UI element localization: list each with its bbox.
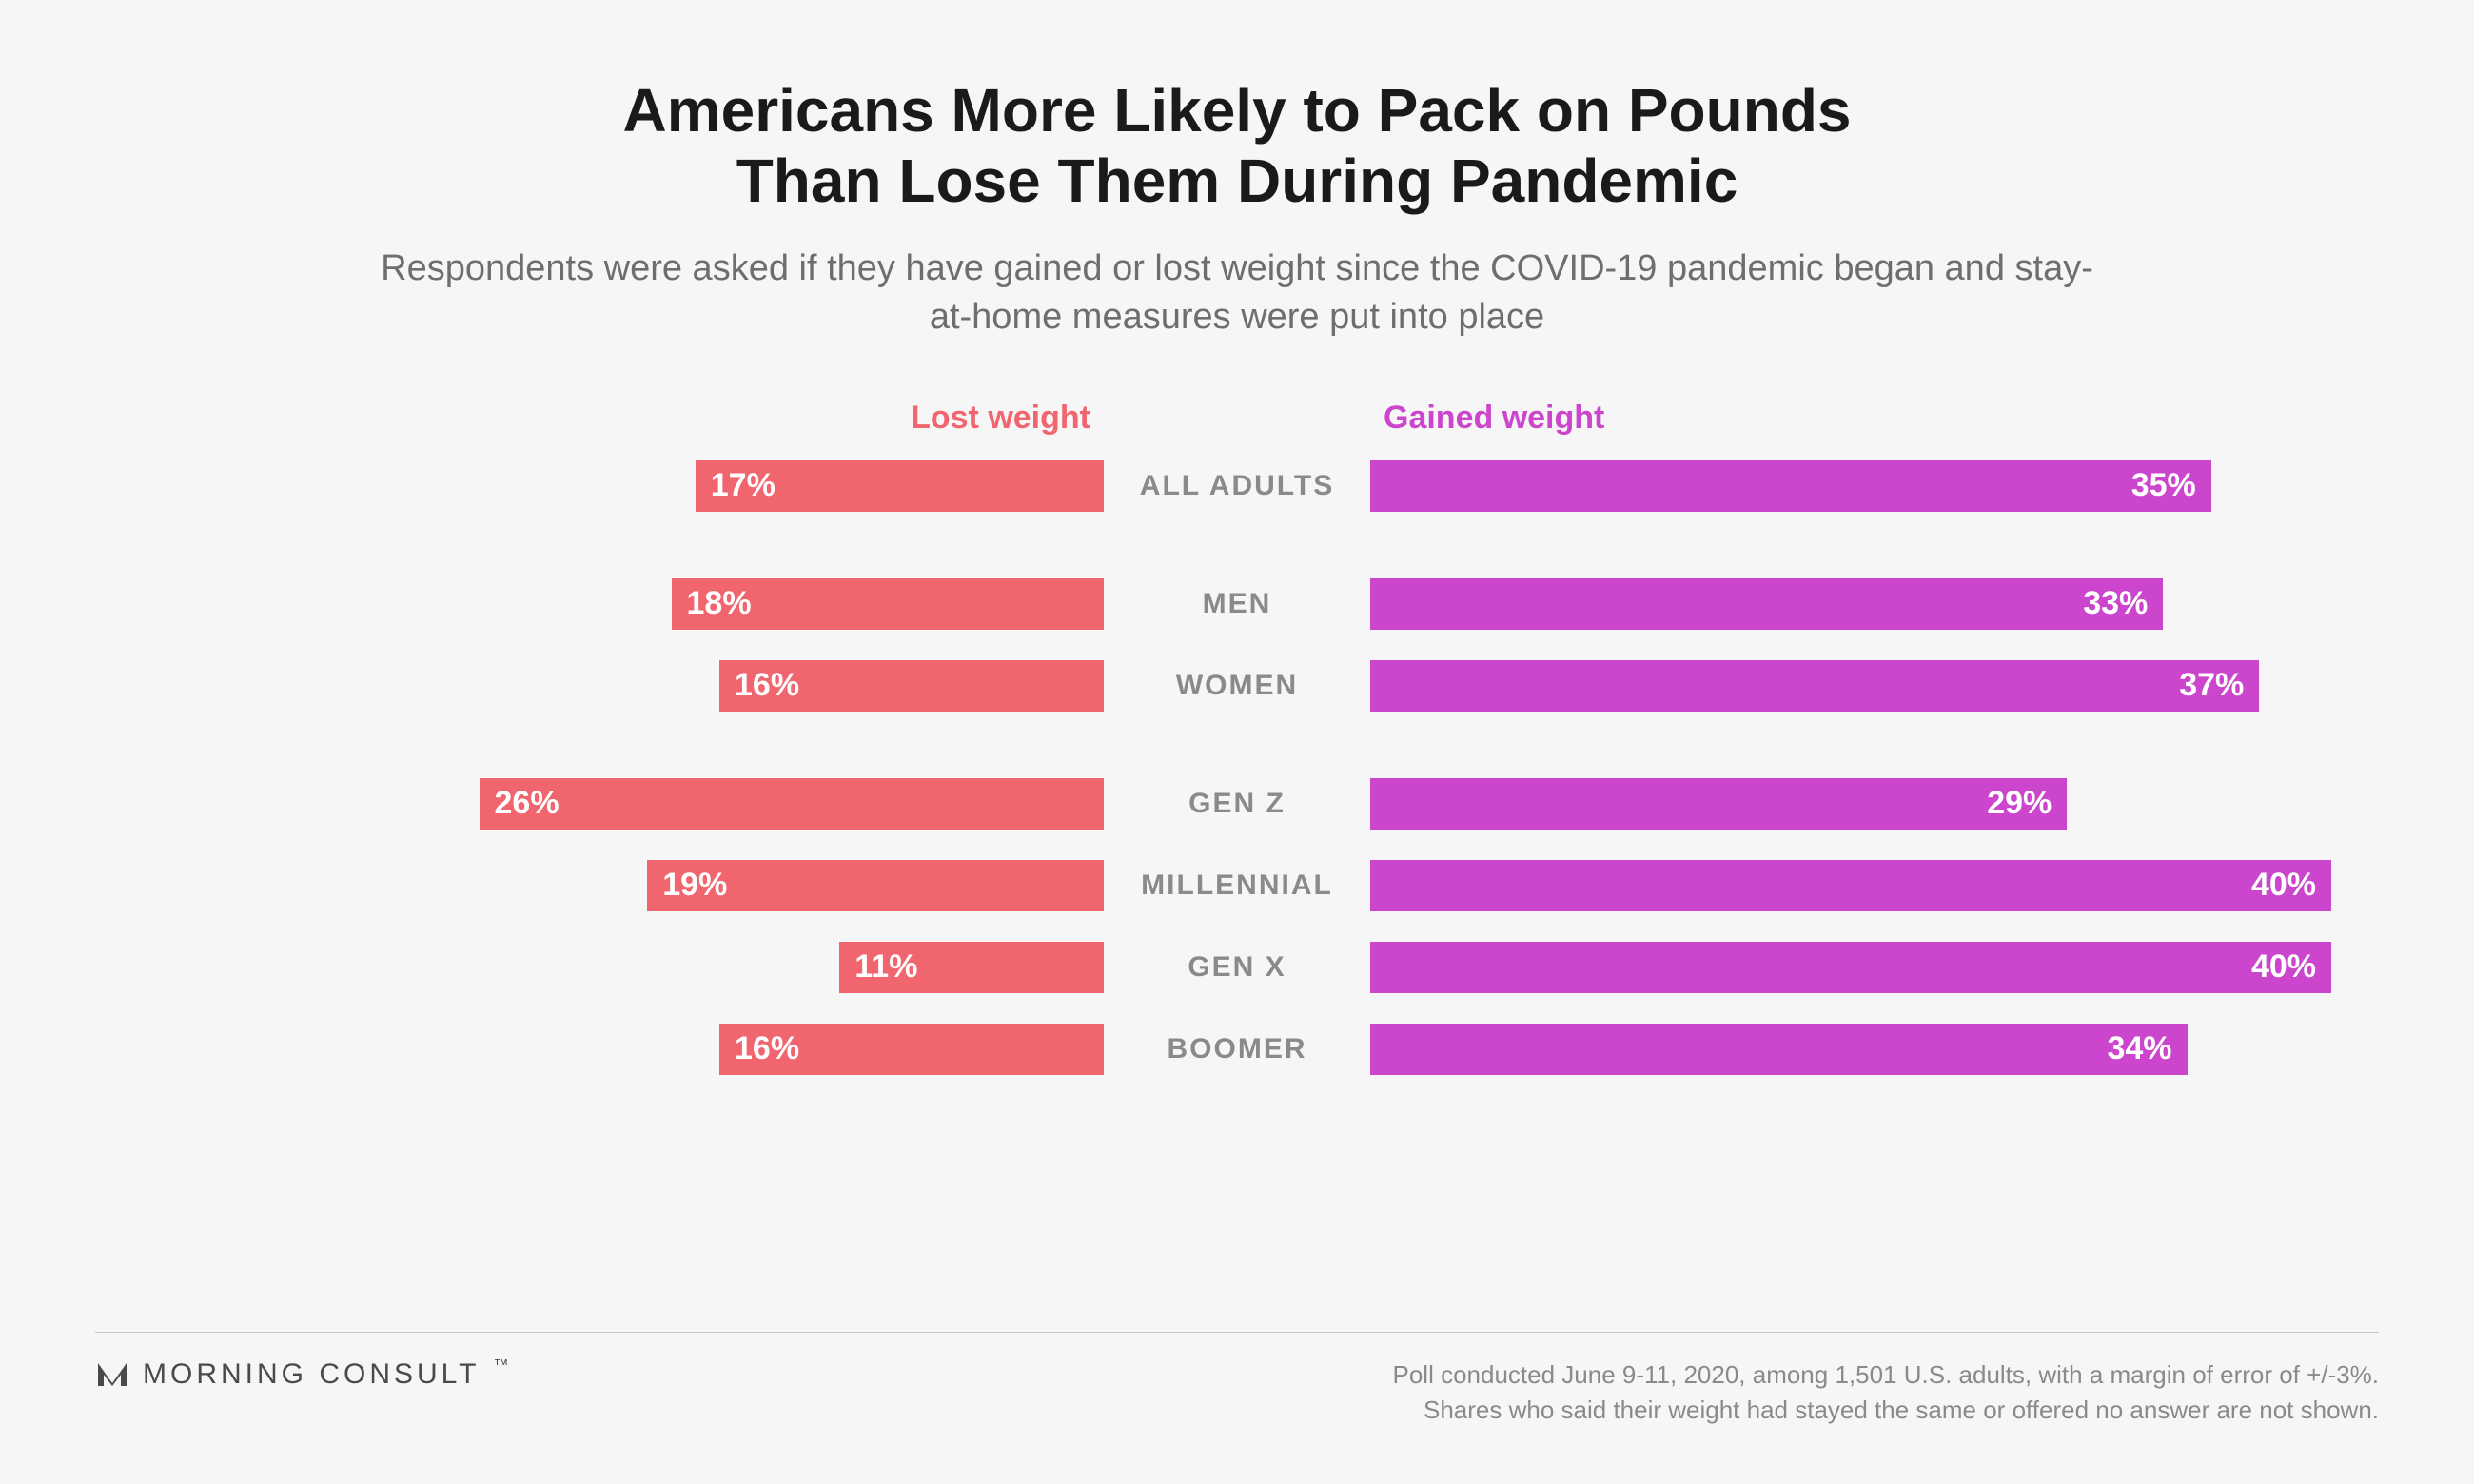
- chart-group: 26%GEN Z29%19%MILLENNIAL40%11%GEN X40%16…: [143, 771, 2331, 1082]
- lost-side: 19%: [143, 860, 1104, 911]
- gained-bar: 35%: [1370, 460, 2211, 512]
- brand-tm: ™: [493, 1357, 508, 1375]
- gained-side: 34%: [1370, 1024, 2331, 1075]
- category-label: MILLENNIAL: [1104, 869, 1370, 902]
- lost-side: 16%: [143, 1024, 1104, 1075]
- brand-icon: [95, 1357, 129, 1392]
- chart-title: Americans More Likely to Pack on Pounds …: [95, 76, 2379, 216]
- legend-gained: Gained weight: [1370, 400, 2331, 437]
- gained-side: 33%: [1370, 578, 2331, 630]
- chart-row: 11%GEN X40%: [143, 935, 2331, 1000]
- brand: MORNING CONSULT ™: [95, 1357, 508, 1392]
- category-label: BOOMER: [1104, 1033, 1370, 1065]
- lost-bar: 17%: [696, 460, 1104, 512]
- chart-subtitle: Respondents were asked if they have gain…: [381, 244, 2093, 342]
- lost-side: 18%: [143, 578, 1104, 630]
- chart-row: 17%ALL ADULTS35%: [143, 454, 2331, 518]
- chart-row: 18%MEN33%: [143, 572, 2331, 636]
- gained-bar: 37%: [1370, 660, 2259, 712]
- diverging-bar-chart: Lost weight Gained weight 17%ALL ADULTS3…: [143, 400, 2331, 1082]
- lost-bar: 11%: [839, 942, 1104, 993]
- title-line-2: Than Lose Them During Pandemic: [736, 146, 1738, 215]
- chart-group: 18%MEN33% 16%WOMEN37%: [143, 572, 2331, 718]
- chart-groups: 17%ALL ADULTS35%18%MEN33%16%WOMEN37%26%G…: [143, 454, 2331, 1082]
- chart-row: 19%MILLENNIAL40%: [143, 853, 2331, 918]
- chart-card: Americans More Likely to Pack on Pounds …: [0, 0, 2474, 1484]
- gained-bar: 34%: [1370, 1024, 2188, 1075]
- chart-row: 16%BOOMER34%: [143, 1017, 2331, 1082]
- footer: MORNING CONSULT ™ Poll conducted June 9-…: [95, 1332, 2379, 1427]
- legend-row: Lost weight Gained weight: [143, 400, 2331, 437]
- gained-bar: 29%: [1370, 778, 2067, 830]
- lost-side: 17%: [143, 460, 1104, 512]
- footnote-line-1: Poll conducted June 9-11, 2020, among 1,…: [1393, 1357, 2380, 1392]
- gained-side: 40%: [1370, 860, 2331, 911]
- category-label: WOMEN: [1104, 670, 1370, 702]
- chart-row: 16%WOMEN37%: [143, 654, 2331, 718]
- footnote-line-2: Shares who said their weight had stayed …: [1393, 1393, 2380, 1427]
- title-line-1: Americans More Likely to Pack on Pounds: [622, 76, 1851, 145]
- legend-spacer: [1104, 400, 1370, 437]
- lost-bar: 16%: [719, 1024, 1104, 1075]
- lost-side: 11%: [143, 942, 1104, 993]
- lost-bar: 16%: [719, 660, 1104, 712]
- footnote: Poll conducted June 9-11, 2020, among 1,…: [1393, 1357, 2380, 1427]
- brand-name: MORNING CONSULT: [143, 1358, 480, 1391]
- legend-lost: Lost weight: [143, 400, 1104, 437]
- lost-bar: 19%: [647, 860, 1104, 911]
- category-label: GEN Z: [1104, 788, 1370, 820]
- gained-side: 40%: [1370, 942, 2331, 993]
- gained-side: 37%: [1370, 660, 2331, 712]
- lost-side: 16%: [143, 660, 1104, 712]
- category-label: GEN X: [1104, 951, 1370, 984]
- gained-side: 29%: [1370, 778, 2331, 830]
- gained-side: 35%: [1370, 460, 2331, 512]
- lost-bar: 18%: [672, 578, 1105, 630]
- gained-bar: 33%: [1370, 578, 2163, 630]
- category-label: ALL ADULTS: [1104, 470, 1370, 502]
- category-label: MEN: [1104, 588, 1370, 620]
- gained-bar: 40%: [1370, 860, 2331, 911]
- chart-row: 26%GEN Z29%: [143, 771, 2331, 836]
- lost-bar: 26%: [480, 778, 1105, 830]
- gained-bar: 40%: [1370, 942, 2331, 993]
- chart-group: 17%ALL ADULTS35%: [143, 454, 2331, 518]
- lost-side: 26%: [143, 778, 1104, 830]
